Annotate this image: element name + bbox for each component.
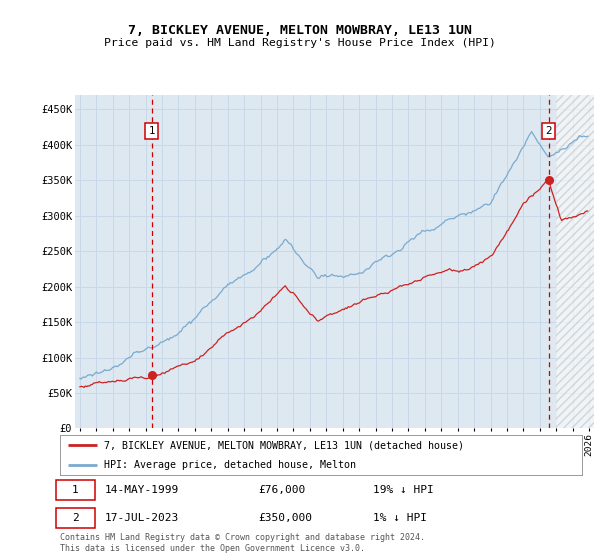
- Text: £76,000: £76,000: [259, 486, 305, 496]
- Text: 17-JUL-2023: 17-JUL-2023: [104, 513, 179, 523]
- Text: HPI: Average price, detached house, Melton: HPI: Average price, detached house, Melt…: [104, 460, 356, 470]
- Text: Contains HM Land Registry data © Crown copyright and database right 2024.
This d: Contains HM Land Registry data © Crown c…: [60, 533, 425, 553]
- Text: 2: 2: [545, 125, 552, 136]
- Text: 7, BICKLEY AVENUE, MELTON MOWBRAY, LE13 1UN (detached house): 7, BICKLEY AVENUE, MELTON MOWBRAY, LE13 …: [104, 440, 464, 450]
- Text: £350,000: £350,000: [259, 513, 313, 523]
- Text: 1: 1: [72, 486, 79, 496]
- Text: 2: 2: [72, 513, 79, 523]
- Text: 7, BICKLEY AVENUE, MELTON MOWBRAY, LE13 1UN: 7, BICKLEY AVENUE, MELTON MOWBRAY, LE13 …: [128, 24, 472, 37]
- FancyBboxPatch shape: [56, 480, 95, 501]
- FancyBboxPatch shape: [56, 508, 95, 528]
- Text: 19% ↓ HPI: 19% ↓ HPI: [373, 486, 434, 496]
- Text: 1% ↓ HPI: 1% ↓ HPI: [373, 513, 427, 523]
- Text: 1: 1: [148, 125, 155, 136]
- Text: 14-MAY-1999: 14-MAY-1999: [104, 486, 179, 496]
- Text: Price paid vs. HM Land Registry's House Price Index (HPI): Price paid vs. HM Land Registry's House …: [104, 38, 496, 48]
